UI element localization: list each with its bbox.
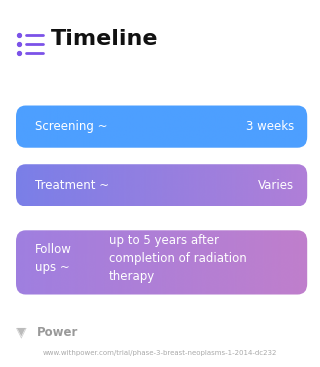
Text: ▼: ▼ <box>17 327 25 337</box>
Text: 3 weeks: 3 weeks <box>246 120 294 133</box>
Text: ▽: ▽ <box>15 325 26 339</box>
Text: up to 5 years after
completion of radiation
therapy: up to 5 years after completion of radiat… <box>109 234 246 283</box>
Text: Timeline: Timeline <box>51 29 159 49</box>
Text: Varies: Varies <box>258 179 294 192</box>
Text: Treatment ~: Treatment ~ <box>35 179 109 192</box>
Text: Power: Power <box>37 326 78 339</box>
Text: Screening ~: Screening ~ <box>35 120 108 133</box>
Text: www.withpower.com/trial/phase-3-breast-neoplasms-1-2014-dc232: www.withpower.com/trial/phase-3-breast-n… <box>43 350 277 356</box>
Text: Follow
ups ~: Follow ups ~ <box>35 243 72 274</box>
